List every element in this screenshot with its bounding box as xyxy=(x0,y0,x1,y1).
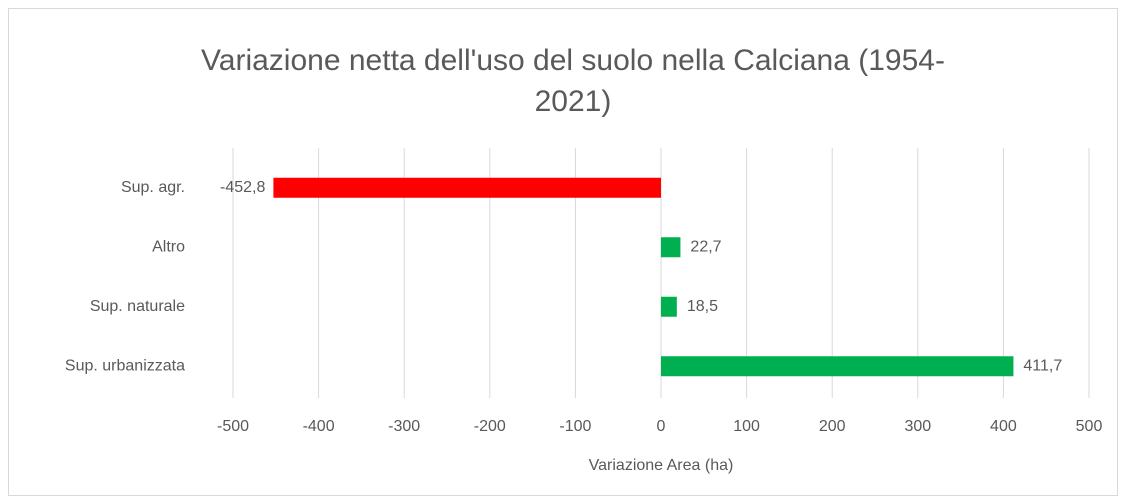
y-tick-label: Sup. agr. xyxy=(121,179,185,196)
y-tick-label: Sup. naturale xyxy=(90,298,185,315)
x-tick-label: 200 xyxy=(819,418,846,435)
x-tick-label: -100 xyxy=(559,418,591,435)
x-tick-label: 0 xyxy=(657,418,666,435)
bar xyxy=(661,237,681,258)
data-label: 411,7 xyxy=(1023,357,1062,374)
data-label: 18,5 xyxy=(687,298,718,315)
x-axis-label: Variazione Area (ha) xyxy=(589,457,734,474)
x-tick-label: -500 xyxy=(217,418,249,435)
chart-border xyxy=(8,8,1118,496)
x-tick-label: -200 xyxy=(474,418,506,435)
x-tick-label: 100 xyxy=(733,418,760,435)
chart-title: Variazione netta dell'uso del suolo nell… xyxy=(201,44,945,118)
x-tick-label: -300 xyxy=(388,418,420,435)
bar xyxy=(661,296,677,317)
x-tick-label: 400 xyxy=(990,418,1017,435)
y-tick-label: Altro xyxy=(152,238,185,255)
x-tick-label: -400 xyxy=(303,418,335,435)
x-tick-label: 500 xyxy=(1076,418,1103,435)
data-label: 22,7 xyxy=(690,238,721,255)
y-tick-label: Sup. urbanizzata xyxy=(65,357,185,374)
bar xyxy=(661,356,1014,377)
x-tick-label: 300 xyxy=(904,418,931,435)
data-label: -452,8 xyxy=(220,179,265,196)
bar xyxy=(273,177,661,198)
